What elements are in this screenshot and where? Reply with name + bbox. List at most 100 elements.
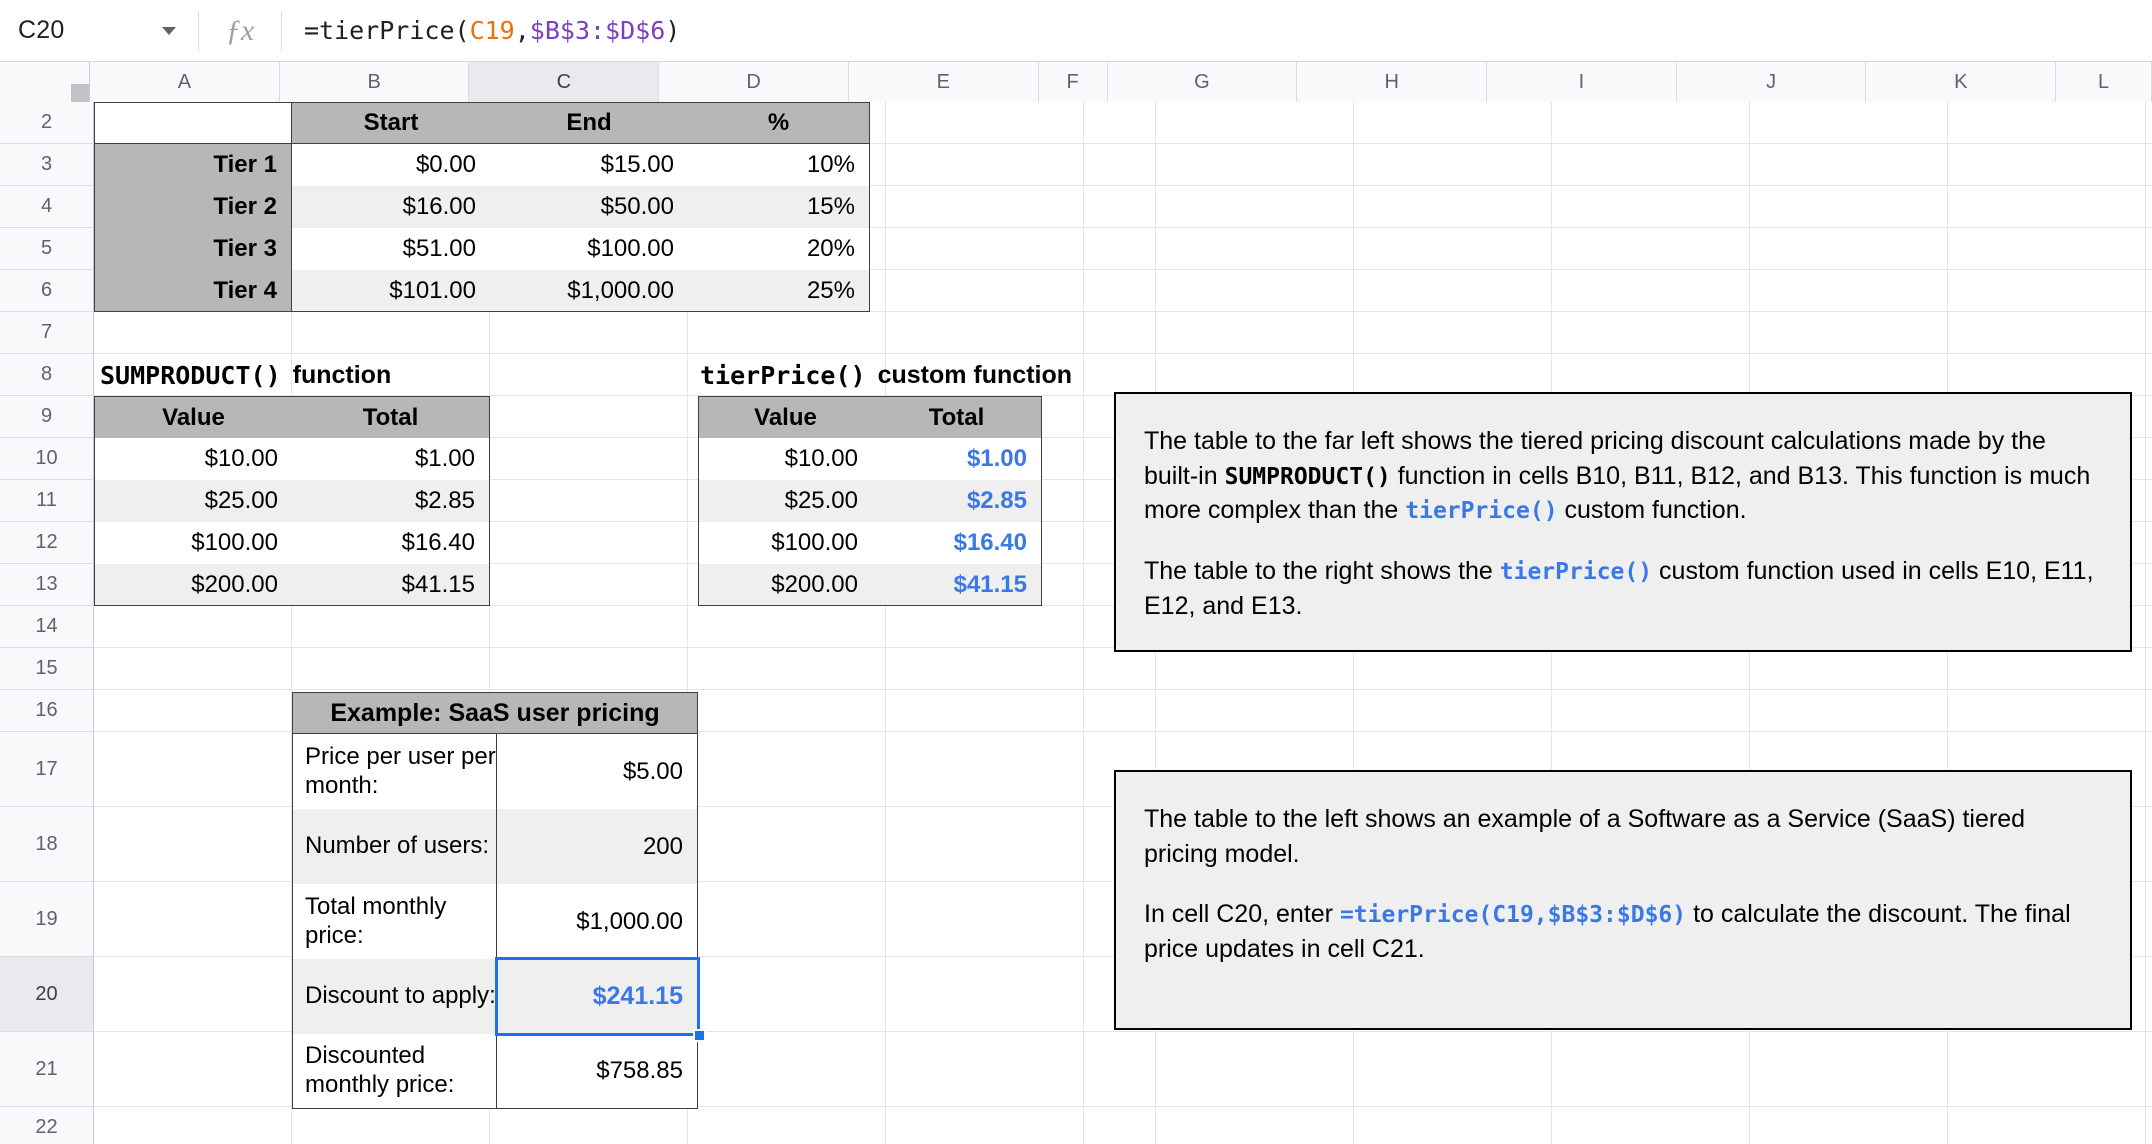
tierprice-cell-value[interactable]: $100.00 [698,522,872,564]
tierprice-header-total[interactable]: Total [872,396,1042,438]
tier-row-pct[interactable]: 20% [688,228,870,270]
tier-row-pct[interactable]: 15% [688,186,870,228]
tierprice-cell-total[interactable]: $1.00 [872,438,1042,480]
saas-row-label[interactable]: Discount to apply: [292,959,497,1034]
column-header-h[interactable]: H [1297,62,1488,102]
sumproduct-cell-total[interactable]: $16.40 [292,522,490,564]
tier-corner-cell[interactable] [94,102,292,144]
note-bottom-p2b: to calculate the discount. The final pri… [1144,900,2071,963]
formula-input[interactable]: =tierPrice(C19, $B$3:$D$6) [282,0,2152,62]
column-header-g[interactable]: G [1107,62,1298,102]
saas-row-value[interactable]: $758.85 [497,1034,698,1109]
column-header-j[interactable]: J [1676,62,1867,102]
tier-row-end[interactable]: $15.00 [490,144,688,186]
sumproduct-cell-total[interactable]: $41.15 [292,564,490,606]
column-header-c[interactable]: C [469,62,660,102]
row-header-19[interactable]: 19 [0,882,94,957]
row-header-4[interactable]: 4 [0,186,94,228]
function-icon-box[interactable]: ƒx [199,0,281,62]
saas-table-title[interactable]: Example: SaaS user pricing [292,692,698,734]
formula-comma: , [514,16,530,45]
formula-bar: C20 ƒx =tierPrice(C19, $B$3:$D$6) [0,0,2152,62]
row-header-13[interactable]: 13 [0,564,94,606]
saas-row-value[interactable]: 200 [497,809,698,884]
tier-row-pct[interactable]: 10% [688,144,870,186]
tierprice-title-word: custom function [877,360,1073,389]
note-bottom-p2a: In cell C20, enter [1144,900,1340,928]
row-header-11[interactable]: 11 [0,480,94,522]
tier-row-start[interactable]: $0.00 [292,144,490,186]
column-header-f[interactable]: F [1038,62,1108,102]
sumproduct-cell-value[interactable]: $100.00 [94,522,292,564]
tier-header-pct[interactable]: % [688,102,870,144]
sumproduct-cell-total[interactable]: $2.85 [292,480,490,522]
note-top-code-sumproduct: SUMPRODUCT() [1224,463,1391,490]
tier-header-end[interactable]: End [490,102,688,144]
chevron-down-icon[interactable] [162,26,176,35]
column-header-d[interactable]: D [659,62,849,102]
tier-row-start[interactable]: $101.00 [292,270,490,312]
row-header-6[interactable]: 6 [0,270,94,312]
tier-row-start[interactable]: $51.00 [292,228,490,270]
note-bottom-paragraph-1: The table to the left shows an example o… [1144,805,2026,868]
column-header-row: A B C D E F G H I J K L [0,62,2152,102]
tierprice-cell-total[interactable]: $16.40 [872,522,1042,564]
row-header-12[interactable]: 12 [0,522,94,564]
column-header-l[interactable]: L [2056,62,2152,102]
saas-row-value[interactable]: $1,000.00 [497,884,698,959]
saas-row-label[interactable]: Number of users: [292,809,497,884]
saas-row-label[interactable]: Discounted monthly price: [292,1034,497,1109]
tierprice-title-code: tierPrice() [700,360,866,390]
saas-row-value-discount[interactable]: $241.15 [497,959,698,1034]
sumproduct-header-value[interactable]: Value [94,396,292,438]
row-header-2[interactable]: 2 [0,102,94,144]
column-header-e[interactable]: E [848,62,1039,102]
row-header-20[interactable]: 20 [0,957,94,1032]
row-header-9[interactable]: 9 [0,396,94,438]
tier-header-start[interactable]: Start [292,102,490,144]
tier-row-name[interactable]: Tier 1 [94,144,292,186]
sumproduct-cell-value[interactable]: $25.00 [94,480,292,522]
tierprice-cell-value[interactable]: $25.00 [698,480,872,522]
tier-row-start[interactable]: $16.00 [292,186,490,228]
formula-suffix: ) [665,16,681,45]
column-header-a[interactable]: A [90,62,280,102]
row-header-18[interactable]: 18 [0,807,94,882]
row-header-15[interactable]: 15 [0,648,94,690]
tier-row-end[interactable]: $50.00 [490,186,688,228]
tier-row-pct[interactable]: 25% [688,270,870,312]
saas-row-label[interactable]: Total monthly price: [292,884,497,959]
tierprice-cell-total[interactable]: $41.15 [872,564,1042,606]
name-box[interactable]: C20 [0,0,198,62]
tier-row-name[interactable]: Tier 3 [94,228,292,270]
row-header-5[interactable]: 5 [0,228,94,270]
row-header-3[interactable]: 3 [0,144,94,186]
row-header-17[interactable]: 17 [0,732,94,807]
sumproduct-header-total[interactable]: Total [292,396,490,438]
column-header-i[interactable]: I [1487,62,1677,102]
row-header-14[interactable]: 14 [0,606,94,648]
row-header-10[interactable]: 10 [0,438,94,480]
row-header-8[interactable]: 8 [0,354,94,396]
row-header-7[interactable]: 7 [0,312,94,354]
row-header-22[interactable]: 22 [0,1107,94,1144]
tier-row-end[interactable]: $1,000.00 [490,270,688,312]
tierprice-cell-value[interactable]: $10.00 [698,438,872,480]
row-header-21[interactable]: 21 [0,1032,94,1107]
row-header-16[interactable]: 16 [0,690,94,732]
column-header-b[interactable]: B [279,62,470,102]
select-all-corner[interactable] [0,62,91,102]
tierprice-cell-value[interactable]: $200.00 [698,564,872,606]
sumproduct-cell-value[interactable]: $200.00 [94,564,292,606]
tier-row-end[interactable]: $100.00 [490,228,688,270]
sumproduct-cell-value[interactable]: $10.00 [94,438,292,480]
column-header-k[interactable]: K [1866,62,2057,102]
tierprice-cell-total[interactable]: $2.85 [872,480,1042,522]
tierprice-header-value[interactable]: Value [698,396,872,438]
sumproduct-cell-total[interactable]: $1.00 [292,438,490,480]
tier-row-name[interactable]: Tier 4 [94,270,292,312]
saas-row-label[interactable]: Price per user per month: [292,734,497,809]
saas-row-value[interactable]: $5.00 [497,734,698,809]
fill-handle[interactable] [693,1029,706,1042]
tier-row-name[interactable]: Tier 2 [94,186,292,228]
